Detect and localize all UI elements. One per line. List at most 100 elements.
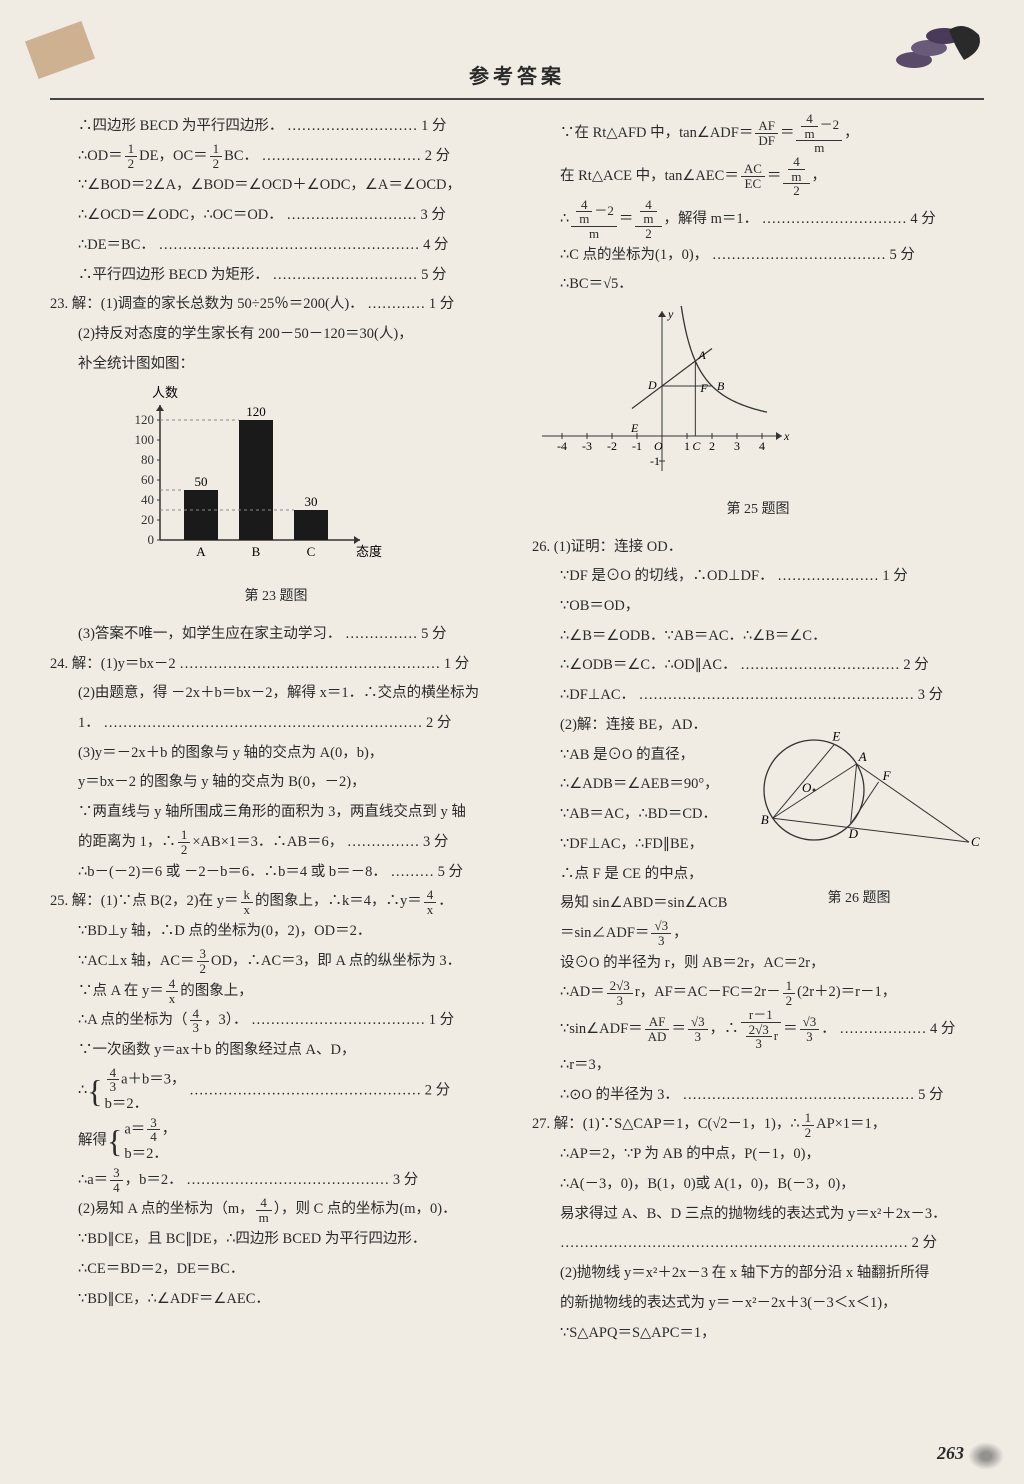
bar-chart-23: 0 20 40 60 80 100 120 50 A 120 B 30 C 人数态度 [110, 385, 390, 565]
svg-text:50: 50 [195, 474, 208, 489]
fig25-caption: 第 25 题图 [532, 496, 984, 525]
svg-text:60: 60 [141, 472, 154, 487]
svg-text:-1: -1 [632, 439, 642, 453]
text: ∴OD＝12DE，OC＝12BC． …………………………… 2 分 [50, 142, 502, 172]
text: 解得{a＝34，b＝2． [50, 1116, 502, 1166]
svg-text:人数: 人数 [152, 385, 178, 400]
svg-text:y: y [667, 307, 674, 321]
svg-text:A: A [858, 749, 867, 764]
svg-text:B: B [761, 812, 769, 827]
svg-text:40: 40 [141, 492, 154, 507]
svg-text:A: A [196, 544, 206, 559]
text: (2)抛物线 y＝x²＋2x－3 在 x 轴下方的部分沿 x 轴翻折所得 [532, 1259, 984, 1289]
left-column: ∴四边形 BECD 为平行四边形． ……………………… 1 分 ∴OD＝12DE… [50, 112, 502, 1442]
svg-text:O: O [802, 780, 812, 795]
text: ∵在 Rt△AFD 中，tan∠ADF＝AFDF＝4m－2m， [532, 112, 984, 155]
text: ∵sin∠ADF＝AFAD＝√33，∴r－12√33r＝√33． ……………… … [532, 1008, 984, 1051]
svg-text:120: 120 [246, 404, 266, 419]
text: ∵OB＝OD， [532, 592, 984, 622]
svg-text:120: 120 [135, 412, 155, 427]
text: ∴b－(－2)＝6 或 －2－b＝6．∴b＝4 或 b＝－8． ……… 5 分 [50, 858, 502, 888]
svg-text:B: B [717, 379, 725, 393]
text: ∵BD∥CE，∴∠ADF＝∠AEC． [50, 1285, 502, 1315]
text: y＝bx－2 的图象与 y 轴的交点为 B(0，－2)， [50, 768, 502, 798]
circle-fig-26: O A B E D C F [734, 715, 984, 865]
text: ∵点 A 在 y＝4x的图象上， [50, 977, 502, 1007]
text: ∵BD∥CE，且 BC∥DE，∴四边形 BCED 为平行四边形． [50, 1225, 502, 1255]
text: ∴{43a＋b＝3，b＝2． ………………………………………… 2 分 [50, 1066, 502, 1116]
text: ∴∠B＝∠ODB．∵AB＝AC．∴∠B＝∠C． [532, 622, 984, 652]
svg-text:-1: -1 [650, 454, 660, 468]
text: 设⊙O 的半径为 r，则 AB＝2r，AC＝2r， [532, 949, 984, 979]
text: (2)持反对态度的学生家长有 200－50－120＝30(人)， [50, 320, 502, 350]
svg-text:20: 20 [141, 512, 154, 527]
text: ∵DF 是⊙O 的切线，∴OD⊥DF． ………………… 1 分 [532, 562, 984, 592]
svg-text:B: B [252, 544, 261, 559]
svg-text:80: 80 [141, 452, 154, 467]
text: 25. 解：(1)∵点 B(2，2)在 y＝kx的图象上，∴k＝4，∴y＝4x． [50, 887, 502, 917]
text: 26. (1)证明：连接 OD． [532, 533, 984, 563]
text: ∴DE＝BC． ……………………………………………… 4 分 [50, 231, 502, 261]
text: ＝sin∠ADF＝√33， [532, 919, 984, 949]
svg-text:D: D [647, 378, 657, 392]
svg-text:D: D [848, 826, 859, 841]
svg-text:F: F [882, 768, 892, 783]
text: ∴CE＝BD＝2，DE＝BC． [50, 1255, 502, 1285]
text: ∴∠OCD＝∠ODC，∴OC＝OD． ……………………… 3 分 [50, 201, 502, 231]
text: (2)由题意，得 －2x＋b＝bx－2，解得 x＝1．∴交点的横坐标为 [50, 679, 502, 709]
text: ∵两直线与 y 轴所围成三角形的面积为 3，两直线交点到 y 轴 [50, 798, 502, 828]
svg-text:-2: -2 [607, 439, 617, 453]
text: 的距离为 1，∴12×AB×1＝3．∴AB＝6， …………… 3 分 [50, 828, 502, 858]
text: 易求得过 A、B、D 三点的抛物线的表达式为 y＝x²＋2x－3． [532, 1200, 984, 1230]
svg-text:x: x [783, 429, 790, 443]
text: ∴C 点的坐标为(1，0)， ……………………………… 5 分 [532, 241, 984, 271]
page-number: 263 [937, 1443, 964, 1464]
right-column: ∵在 Rt△AFD 中，tan∠ADF＝AFDF＝4m－2m， 在 Rt△ACE… [532, 112, 984, 1442]
fig23-caption: 第 23 题图 [50, 583, 502, 612]
svg-text:E: E [831, 728, 840, 743]
text: ∵∠BOD＝2∠A，∠BOD＝∠OCD＋∠ODC，∠A＝∠OCD， [50, 171, 502, 201]
svg-text:C: C [971, 834, 980, 849]
text: 23. 解：(1)调查的家长总数为 50÷25％＝200(人)． ………… 1 … [50, 290, 502, 320]
svg-text:3: 3 [734, 439, 740, 453]
text: ……………………………………………………………… 2 分 [532, 1229, 984, 1259]
svg-text:-4: -4 [557, 439, 567, 453]
text: ∵BD⊥y 轴，∴D 点的坐标为(0，2)，OD＝2． [50, 917, 502, 947]
text: ∴a＝34，b＝2． …………………………………… 3 分 [50, 1166, 502, 1196]
text: 的新抛物线的表达式为 y＝－x²－2x＋3(－3＜x＜1)， [532, 1289, 984, 1319]
svg-text:-3: -3 [582, 439, 592, 453]
text: 补全统计图如图： [50, 350, 502, 380]
text: ∴A 点的坐标为（43，3）． ……………………………… 1 分 [50, 1006, 502, 1036]
text: ∴4m－2m＝4m2，解得 m＝1． ………………………… 4 分 [532, 198, 984, 241]
svg-text:态度: 态度 [356, 544, 382, 559]
corner-right-deco [894, 20, 994, 80]
text: 在 Rt△ACE 中，tan∠AEC＝ACEC＝4m2， [532, 155, 984, 198]
svg-text:0: 0 [148, 532, 155, 547]
text: ∴AP＝2，∵P 为 AB 的中点，P(－1，0)， [532, 1140, 984, 1170]
graph-25: -4-3-2-11234O-1yxABDCEF [532, 306, 792, 476]
svg-text:30: 30 [305, 494, 318, 509]
text: ∴四边形 BECD 为平行四边形． ……………………… 1 分 [50, 112, 502, 142]
svg-text:E: E [630, 421, 639, 435]
svg-text:A: A [697, 348, 706, 362]
page-header: 参考答案 [50, 50, 984, 100]
svg-text:C: C [692, 439, 701, 453]
text: ∴BC＝√5． [532, 270, 984, 300]
text: 27. 解：(1)∵S△CAP＝1，C(√2－1，1)，∴12AP×1＝1， [532, 1110, 984, 1140]
text: ∴平行四边形 BECD 为矩形． ………………………… 5 分 [50, 261, 502, 291]
text: ∴AD＝2√33r，AF＝AC－FC＝2r－12(2r＋2)＝r－1， [532, 978, 984, 1008]
text: ∴A(－3，0)，B(1，0)或 A(1，0)，B(－3，0)， [532, 1170, 984, 1200]
svg-text:100: 100 [135, 432, 155, 447]
text: (2)易知 A 点的坐标为（m，4m），则 C 点的坐标为(m，0)． [50, 1195, 502, 1225]
page-title: 参考答案 [469, 60, 565, 89]
svg-text:C: C [307, 544, 316, 559]
text: ∴r＝3， [532, 1051, 984, 1081]
text: ∵AC⊥x 轴，AC＝32OD，∴AC＝3，即 A 点的纵坐标为 3． [50, 947, 502, 977]
svg-text:2: 2 [709, 439, 715, 453]
text: ∴DF⊥AC． ………………………………………………… 3 分 [532, 681, 984, 711]
svg-text:O: O [654, 439, 663, 453]
content-columns: ∴四边形 BECD 为平行四边形． ……………………… 1 分 ∴OD＝12DE… [50, 112, 984, 1442]
text: (3)y＝－2x＋b 的图象与 y 轴的交点为 A(0，b)， [50, 739, 502, 769]
svg-text:1: 1 [684, 439, 690, 453]
text: ∵一次函数 y＝ax＋b 的图象经过点 A、D， [50, 1036, 502, 1066]
